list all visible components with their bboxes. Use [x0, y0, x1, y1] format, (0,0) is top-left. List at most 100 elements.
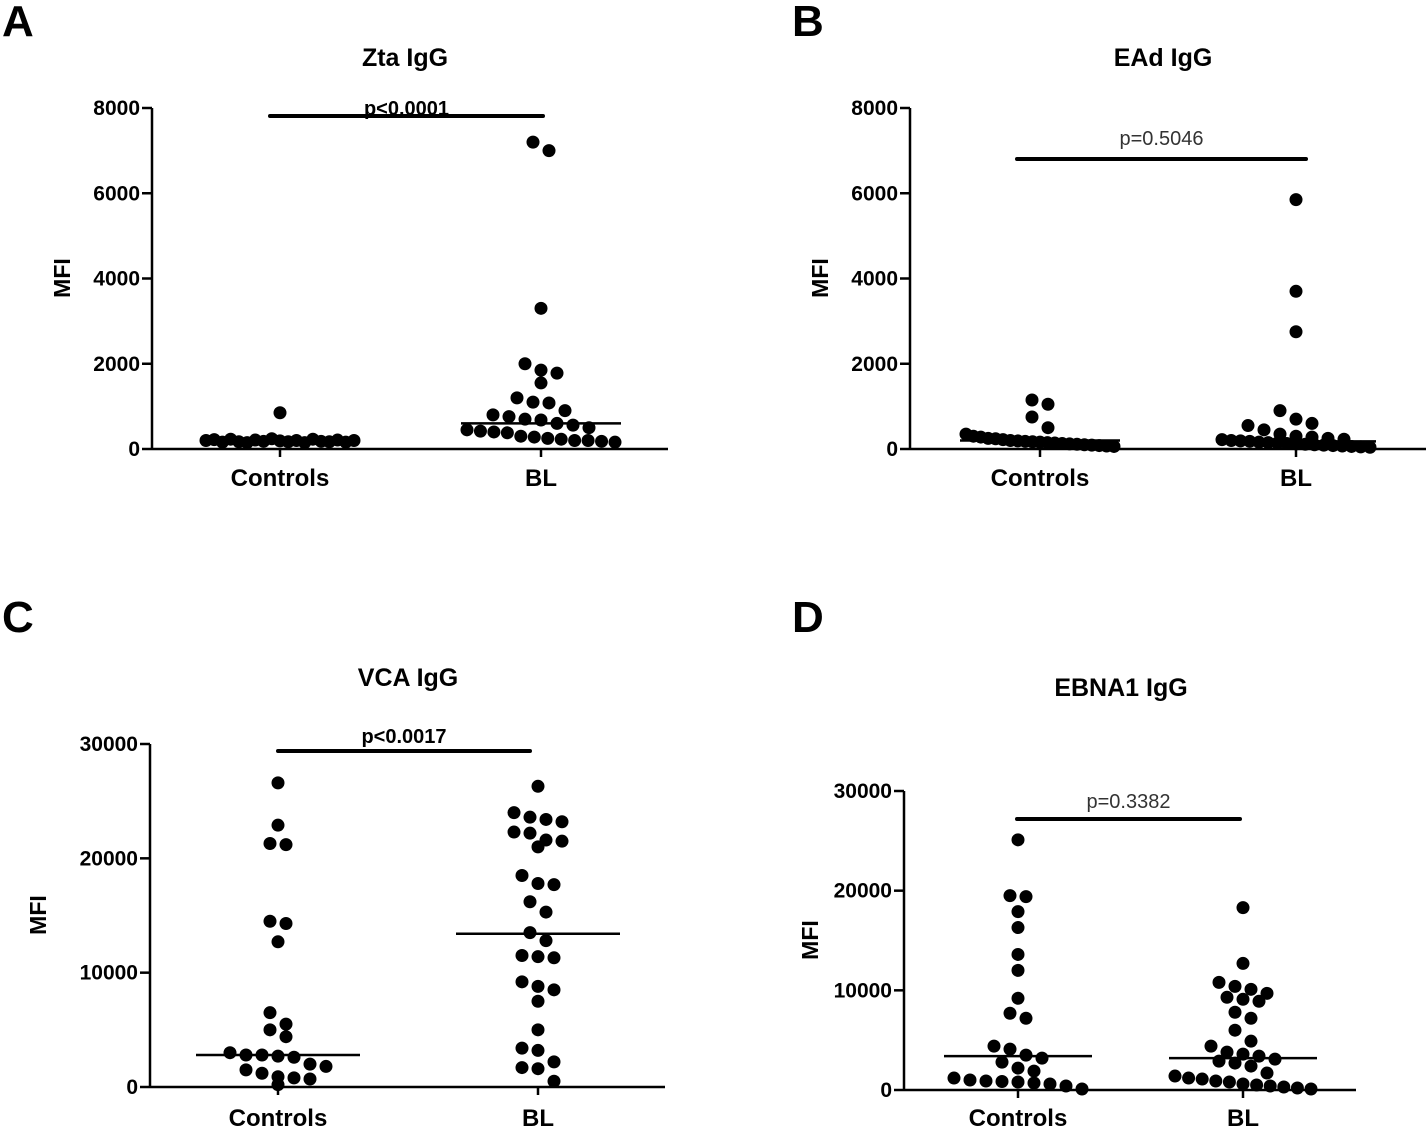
data-point — [1289, 193, 1303, 207]
data-point — [1212, 975, 1226, 989]
data-point — [1182, 1071, 1196, 1085]
data-point — [1003, 1042, 1017, 1056]
data-point — [279, 1017, 293, 1031]
data-point — [1195, 1072, 1209, 1086]
data-point — [273, 406, 287, 420]
data-point — [1345, 439, 1358, 453]
y-tick-label: 10000 — [80, 962, 138, 985]
data-point — [555, 834, 569, 848]
data-point — [531, 1043, 545, 1057]
data-point — [541, 431, 555, 445]
y-tick-label: 2000 — [851, 353, 898, 376]
data-point — [550, 366, 564, 380]
data-point — [473, 424, 487, 438]
data-point — [1019, 890, 1033, 904]
data-point — [279, 1030, 293, 1044]
data-point — [1236, 1077, 1250, 1091]
y-tick-label: 8000 — [93, 97, 140, 120]
data-point — [523, 810, 537, 824]
data-point — [518, 357, 532, 371]
p-value-label: p<0.0001 — [364, 98, 449, 120]
data-point — [263, 1023, 277, 1037]
data-point — [1305, 416, 1319, 430]
chart-title: EBNA1 IgG — [1054, 674, 1187, 702]
y-tick-label: 10000 — [834, 979, 892, 1002]
data-point — [1363, 440, 1377, 454]
data-point — [526, 395, 540, 409]
data-point — [1236, 901, 1250, 915]
panel-a: A Zta IgG 0 2000 4000 6000 8000 Controls BL MFI p<… — [2, 0, 668, 492]
data-point — [515, 868, 529, 882]
data-point — [608, 435, 622, 449]
data-point — [1289, 412, 1303, 426]
data-point — [531, 876, 545, 890]
p-value-label: p=0.3382 — [1087, 791, 1171, 813]
y-tick-label: 4000 — [93, 268, 140, 291]
data-point — [527, 430, 541, 444]
data-point — [1011, 991, 1025, 1005]
data-point — [554, 432, 568, 446]
data-point — [1041, 397, 1055, 411]
data-point — [303, 1057, 317, 1071]
data-point — [271, 818, 285, 832]
data-point — [1244, 1059, 1258, 1073]
data-point — [460, 423, 474, 437]
data-point — [1354, 440, 1368, 454]
panel-c: C VCA IgG 0 10000 20000 30000 Controls BL MFI p<0… — [2, 593, 665, 1127]
y-tick-label: 4000 — [851, 268, 898, 291]
data-point — [542, 144, 556, 158]
data-point — [555, 815, 569, 829]
data-point — [510, 391, 524, 405]
panel-letter: B — [792, 0, 824, 46]
data-point — [542, 396, 556, 410]
data-point — [1027, 1076, 1041, 1090]
data-point — [1241, 419, 1255, 433]
data-point — [1011, 963, 1025, 977]
data-point — [1335, 439, 1349, 453]
data-point — [979, 1074, 993, 1088]
data-point — [1011, 905, 1025, 919]
data-point — [1304, 1082, 1318, 1096]
data-point — [595, 434, 609, 448]
data-point — [531, 950, 545, 964]
chart-title: Zta IgG — [362, 44, 448, 72]
panel-letter: C — [2, 593, 34, 642]
data-point — [963, 1073, 977, 1087]
data-point — [1222, 1075, 1236, 1089]
data-point — [531, 979, 545, 993]
p-value-label: p=0.5046 — [1120, 128, 1204, 150]
y-tick-label: 6000 — [93, 182, 140, 205]
data-point — [1260, 986, 1274, 1000]
data-point — [1011, 1075, 1025, 1089]
data-point — [539, 934, 553, 948]
data-point — [1250, 1078, 1264, 1092]
data-point — [1075, 1082, 1089, 1096]
data-point — [515, 1041, 529, 1055]
data-point — [547, 1074, 561, 1088]
chart-title: VCA IgG — [358, 664, 458, 692]
y-tick-label: 0 — [126, 1076, 138, 1099]
data-point — [239, 1063, 253, 1077]
y-axis-label: MFI — [797, 920, 823, 960]
data-point — [500, 426, 514, 440]
data-point — [1043, 1077, 1057, 1091]
data-point — [995, 1075, 1009, 1089]
data-point — [547, 951, 561, 965]
data-point — [1277, 1080, 1291, 1094]
panel-letter: D — [792, 593, 824, 642]
data-point — [526, 135, 540, 149]
data-point — [271, 1078, 285, 1092]
data-point — [1271, 436, 1284, 450]
data-point — [1220, 1045, 1234, 1059]
data-point — [531, 840, 545, 854]
data-point — [1168, 1069, 1182, 1083]
data-point — [531, 779, 545, 793]
x-category-label: BL — [525, 465, 557, 492]
x-category-label: Controls — [229, 1105, 328, 1127]
data-point — [279, 917, 293, 931]
y-tick-label: 0 — [128, 438, 140, 461]
x-category-label: BL — [1227, 1105, 1259, 1127]
data-point — [558, 404, 572, 418]
data-point — [1244, 1011, 1258, 1025]
data-point — [1236, 956, 1250, 970]
